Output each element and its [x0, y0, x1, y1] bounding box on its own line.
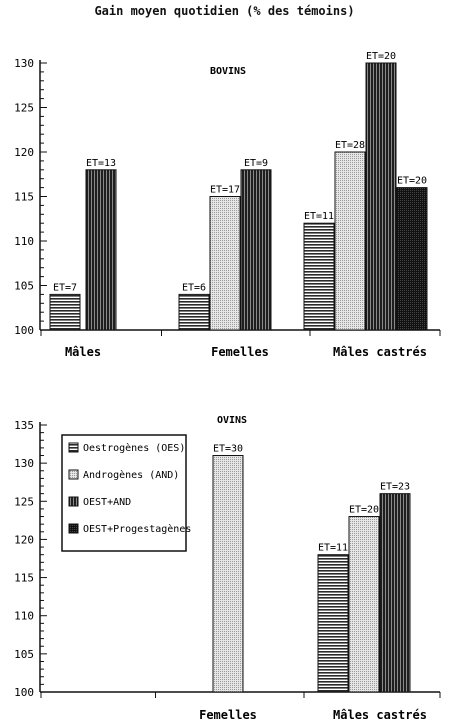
y-tick-label: 125 [14, 495, 34, 508]
y-tick-label: 100 [14, 324, 34, 337]
bar [212, 455, 244, 693]
page-title: Gain moyen quotidien (% des témoins) [94, 4, 355, 18]
legend-swatch [68, 442, 79, 453]
legend-label: Oestrogènes (OES) [83, 442, 185, 454]
data-label: ET=9 [244, 158, 268, 169]
y-tick-label: 110 [14, 235, 34, 248]
data-label: ET=17 [210, 185, 240, 196]
data-label: ET=30 [213, 444, 243, 455]
legend-label: OEST+AND [83, 497, 131, 508]
bar [334, 151, 366, 331]
y-tick-label: 115 [14, 191, 34, 204]
bar [348, 516, 380, 693]
data-label: ET=20 [366, 51, 396, 62]
y-tick-label: 105 [14, 648, 34, 661]
chart-bovins: 100 105 110 115 120 125 130 BOVINS Mâles Femelles… [14, 51, 441, 359]
bar [303, 222, 335, 331]
bar [379, 493, 411, 693]
bar [178, 293, 210, 331]
data-label: ET=6 [182, 282, 206, 293]
panel-title: BOVINS [210, 66, 246, 77]
data-label: ET=7 [53, 282, 77, 293]
data-label: ET=20 [349, 505, 379, 516]
legend-label: OEST+Progestagènes [83, 523, 191, 535]
bar [49, 293, 81, 331]
panel-title: OVINS [217, 415, 247, 426]
chart-ovins: 100 105 110 115 120 125 130 135 OVINS Femelles Mâl… [14, 415, 441, 722]
bar [85, 169, 117, 331]
y-tick-label: 110 [14, 610, 34, 623]
legend-swatch [68, 469, 79, 480]
data-label: ET=11 [318, 543, 348, 554]
bar [396, 187, 428, 331]
category-label: Femelles [211, 345, 269, 359]
legend-swatch [68, 523, 79, 534]
y-tick-label: 105 [14, 280, 34, 293]
category-label: Mâles [65, 345, 101, 359]
y-tick-label: 135 [14, 419, 34, 432]
data-label: ET=11 [304, 211, 334, 222]
y-tick-label: 130 [14, 57, 34, 70]
category-label: Mâles castrés [333, 345, 427, 359]
data-label: ET=13 [86, 158, 116, 169]
data-label: ET=23 [380, 482, 410, 493]
y-tick-label: 120 [14, 146, 34, 159]
bar [317, 554, 349, 693]
y-tick-label: 130 [14, 457, 34, 470]
y-tick-label: 115 [14, 572, 34, 585]
bar [365, 62, 397, 331]
data-label: ET=20 [397, 176, 427, 187]
bar [209, 196, 241, 331]
category-label: Mâles castrés [333, 708, 427, 722]
y-tick-label: 120 [14, 533, 34, 546]
data-label: ET=28 [335, 140, 365, 151]
legend-swatch [68, 496, 79, 507]
legend-label: Androgènes (AND) [83, 469, 179, 481]
y-tick-label: 125 [14, 102, 34, 115]
y-tick-label: 100 [14, 686, 34, 699]
category-label: Femelles [199, 708, 257, 722]
bar [240, 169, 272, 331]
legend-box [61, 434, 187, 552]
